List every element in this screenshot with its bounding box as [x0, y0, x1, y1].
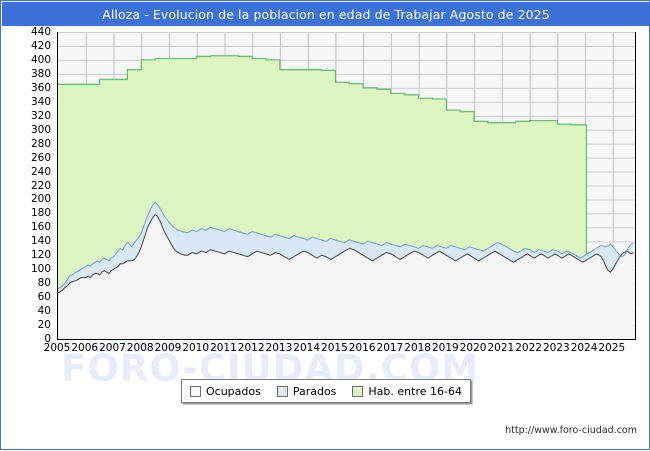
y-tick-label: 200	[30, 193, 51, 206]
legend-label-ocupados: Ocupados	[205, 384, 261, 398]
plot-canvas	[58, 32, 635, 339]
x-tick-label: 2023	[542, 342, 570, 354]
y-tick-label: 440	[30, 26, 51, 38]
legend-swatch-hab	[352, 385, 364, 397]
y-tick-label: 220	[30, 179, 51, 192]
x-tick-label: 2009	[154, 342, 182, 354]
legend-item-parados[interactable]: Parados	[276, 384, 337, 398]
y-tick-label: 420	[30, 39, 51, 52]
x-tick-label: 2025	[598, 342, 626, 354]
x-tick-label: 2011	[210, 342, 237, 354]
x-tick-label: 2005	[43, 342, 71, 354]
legend-item-ocupados[interactable]: Ocupados	[189, 384, 261, 398]
y-tick-label: 20	[37, 319, 51, 332]
y-tick-label: 380	[30, 67, 51, 80]
x-tick-label: 2007	[99, 342, 126, 354]
x-tick-label: 2020	[459, 342, 487, 354]
area-ocupados	[58, 214, 634, 339]
chart-legend: Ocupados Parados Hab. entre 16-64	[181, 379, 471, 403]
x-tick-label: 2010	[182, 342, 210, 354]
legend-label-parados: Parados	[292, 384, 337, 398]
y-tick-label: 400	[30, 53, 51, 66]
y-tick-label: 180	[30, 207, 51, 220]
x-tick-label: 2016	[348, 342, 376, 354]
y-tick-label: 340	[30, 95, 51, 108]
y-tick-label: 120	[30, 249, 51, 262]
line-hab-16-64	[58, 55, 587, 126]
x-tick-label: 2015	[321, 342, 348, 354]
x-tick-label: 2022	[515, 342, 542, 354]
area-parados	[58, 202, 634, 293]
y-tick-label: 300	[30, 123, 51, 136]
legend-swatch-parados	[276, 385, 288, 397]
x-tick-label: 2024	[570, 342, 598, 354]
y-tick-label: 100	[30, 263, 51, 276]
y-tick-label: 360	[30, 81, 51, 94]
y-tick-label: 0	[44, 333, 51, 345]
line-ocupados	[58, 214, 634, 294]
y-tick-label: 140	[30, 235, 51, 248]
x-tick-label: 2013	[265, 342, 293, 354]
line-parados	[58, 201, 634, 290]
y-tick-label: 160	[30, 221, 51, 234]
plot-area	[57, 32, 636, 340]
y-tick-label: 60	[37, 291, 51, 304]
page-title: Alloza - Evolucion de la poblacion en ed…	[102, 6, 550, 22]
x-tick-label: 2008	[126, 342, 154, 354]
y-tick-label: 320	[30, 109, 51, 122]
x-tick-label: 2017	[376, 342, 404, 354]
legend-item-hab[interactable]: Hab. entre 16-64	[352, 385, 462, 398]
y-tick-label: 240	[30, 165, 51, 178]
window-title-bar: Alloza - Evolucion de la poblacion en ed…	[2, 2, 650, 26]
source-url[interactable]: http://www.foro-ciudad.com	[505, 425, 637, 436]
chart-svg	[58, 32, 635, 339]
x-tick-label: 2014	[293, 342, 321, 354]
x-tick-label: 2019	[431, 342, 459, 354]
x-tick-label: 2006	[71, 342, 99, 354]
x-tick-label: 2018	[404, 342, 431, 354]
legend-label-hab: Hab. entre 16-64	[368, 384, 462, 398]
y-tick-label: 80	[37, 277, 51, 290]
y-tick-label: 260	[30, 151, 51, 164]
legend-swatch-ocupados	[189, 385, 201, 397]
x-tick-label: 2021	[487, 342, 515, 354]
x-tick-label: 2012	[237, 342, 265, 354]
y-tick-label: 40	[37, 305, 51, 318]
y-tick-label: 280	[30, 137, 51, 150]
